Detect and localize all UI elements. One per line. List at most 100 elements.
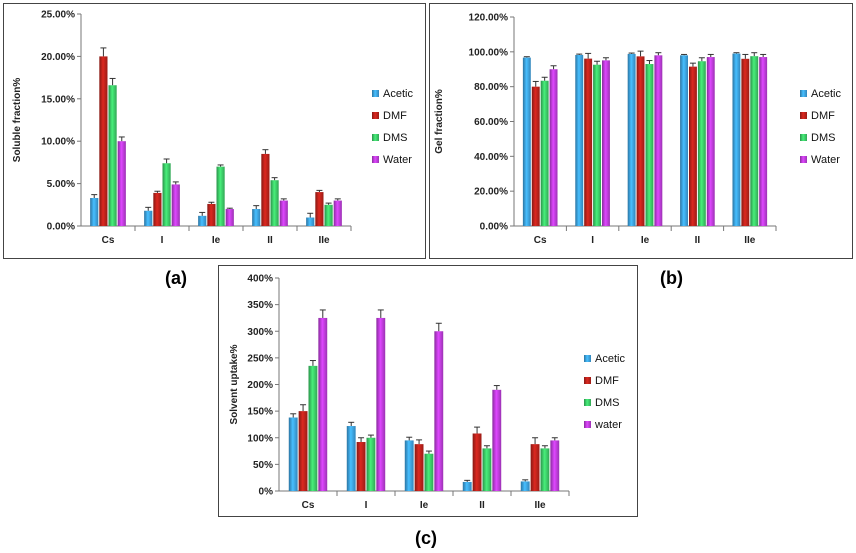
bar-dms-cs bbox=[308, 365, 318, 491]
bar-acetic-ie bbox=[404, 440, 414, 491]
bar-dms-ii bbox=[697, 61, 706, 226]
bar-water-cs bbox=[549, 69, 558, 226]
x-tick-label: IIe bbox=[744, 235, 756, 246]
y-tick-label: 80.00% bbox=[474, 82, 508, 93]
bar-dms-ii bbox=[270, 180, 279, 226]
bar-acetic-ii bbox=[252, 209, 261, 226]
bar-water-ii bbox=[492, 389, 502, 491]
bar-dmf-ii bbox=[688, 66, 697, 226]
legend-swatch-acetic bbox=[584, 355, 591, 362]
y-tick-label: 250% bbox=[247, 353, 273, 364]
bar-water-i bbox=[602, 60, 610, 227]
bar-dms-iie bbox=[540, 448, 550, 491]
legend-swatch-water bbox=[372, 156, 379, 163]
chart-panel-a: 0.00% 5.00% 10.00% 15.00% 20.00% 25.00% Solubl… bbox=[3, 3, 426, 259]
legend-label-water: water bbox=[594, 419, 622, 431]
legend-label-dmf: DMF bbox=[595, 375, 619, 387]
y-tick-label: 300% bbox=[247, 327, 273, 338]
legend-label-dms: DMS bbox=[811, 132, 835, 144]
bar-dmf-iie bbox=[315, 192, 324, 226]
y-tick-label: 5.00% bbox=[47, 179, 75, 190]
y-tick-label: 15.00% bbox=[41, 94, 75, 105]
bar-acetic-cs bbox=[90, 198, 99, 226]
y-tick-label: 0.00% bbox=[47, 222, 75, 233]
y-axis-label: Solvent uptake% bbox=[229, 344, 240, 424]
bar-acetic-ii bbox=[462, 481, 472, 491]
bar-water-i bbox=[171, 184, 180, 226]
caption-c: (c) bbox=[415, 528, 437, 548]
bar-dms-cs bbox=[540, 80, 549, 227]
bar-acetic-iie bbox=[732, 53, 741, 227]
chart-a-svg: 0.00% 5.00% 10.00% 15.00% 20.00% 25.00% Solubl… bbox=[12, 10, 413, 247]
bar-dmf-iie bbox=[741, 58, 750, 226]
legend-label-dms: DMS bbox=[383, 132, 407, 144]
bar-acetic-cs bbox=[288, 417, 298, 491]
bar-dms-ie bbox=[216, 166, 225, 226]
bar-dmf-cs bbox=[531, 86, 540, 227]
chart-panel-b: 0.00% 20.00% 40.00% 60.00% 80.00% 100.00% 120.… bbox=[429, 3, 853, 259]
y-tick-label: 200% bbox=[247, 380, 273, 391]
bar-dmf-ie bbox=[207, 203, 216, 226]
bar-dmf-ie bbox=[414, 444, 424, 491]
bar-dms-iie bbox=[324, 204, 333, 226]
bar-water-cs bbox=[318, 317, 328, 491]
x-tick-label: II bbox=[479, 500, 485, 511]
bar-acetic-iie bbox=[306, 217, 315, 226]
legend-swatch-dmf bbox=[584, 377, 591, 384]
legend-swatch-dms bbox=[800, 134, 807, 141]
y-tick-label: 25.00% bbox=[41, 10, 75, 21]
bar-water-ie bbox=[434, 331, 444, 491]
bar-acetic-iie bbox=[520, 481, 530, 491]
y-tick-label: 100.00% bbox=[469, 47, 509, 58]
bar-dmf-cs bbox=[298, 411, 308, 491]
bar-dms-ii bbox=[482, 448, 492, 491]
legend-swatch-dmf bbox=[800, 112, 807, 119]
bar-water-iie bbox=[550, 440, 560, 491]
legend-swatch-water bbox=[800, 156, 807, 163]
y-tick-label: 400% bbox=[247, 274, 273, 285]
legend-swatch-acetic bbox=[800, 90, 807, 97]
chart-c-svg: 0% 50% 100% 150% 200% 250% 300% 350% 400% Solvent… bbox=[229, 274, 625, 512]
x-tick-label: Cs bbox=[102, 235, 115, 246]
legend-swatch-dmf bbox=[372, 112, 379, 119]
legend-label-dms: DMS bbox=[595, 397, 619, 409]
bar-dms-i bbox=[366, 437, 376, 491]
x-tick-label: I bbox=[161, 235, 164, 246]
bar-acetic-cs bbox=[522, 57, 531, 226]
bar-water-i bbox=[376, 317, 386, 491]
chart-b-svg: 0.00% 20.00% 40.00% 60.00% 80.00% 100.00% 120.… bbox=[434, 13, 841, 247]
legend-swatch-acetic bbox=[372, 90, 379, 97]
x-tick-label: Cs bbox=[302, 500, 315, 511]
legend-label-water: Water bbox=[383, 154, 412, 166]
x-tick-label: Ie bbox=[641, 235, 650, 246]
x-tick-label: Ie bbox=[420, 500, 429, 511]
bar-dmf-ii bbox=[261, 153, 270, 226]
caption-b: (b) bbox=[660, 268, 683, 288]
legend-swatch-water bbox=[584, 421, 591, 428]
x-tick-label: Ie bbox=[212, 235, 221, 246]
y-tick-label: 60.00% bbox=[474, 117, 508, 128]
bar-acetic-ie bbox=[627, 53, 636, 226]
y-axis-label: Soluble fraction% bbox=[12, 78, 23, 163]
legend-label-acetic: Acetic bbox=[811, 88, 841, 100]
bar-dmf-i bbox=[584, 58, 593, 227]
bar-dms-iie bbox=[750, 56, 759, 226]
bar-water-iie bbox=[759, 57, 768, 226]
bar-dms-ie bbox=[424, 453, 434, 491]
chart-panel-c: 0% 50% 100% 150% 200% 250% 300% 350% 400% Solvent… bbox=[218, 265, 638, 517]
y-axis-label: Gel fraction% bbox=[434, 89, 445, 154]
bar-water-ie bbox=[225, 209, 234, 226]
caption-a: (a) bbox=[165, 268, 187, 288]
x-tick-label: I bbox=[591, 235, 594, 246]
x-tick-label: IIe bbox=[534, 500, 546, 511]
bar-acetic-i bbox=[144, 210, 153, 226]
x-tick-label: II bbox=[267, 235, 273, 246]
bar-dmf-i bbox=[356, 442, 366, 491]
bar-water-ie bbox=[654, 55, 663, 226]
bar-acetic-i bbox=[575, 54, 584, 226]
legend-label-acetic: Acetic bbox=[595, 353, 625, 365]
y-tick-label: 150% bbox=[247, 407, 273, 418]
legend-swatch-dms bbox=[372, 134, 379, 141]
bar-acetic-i bbox=[346, 426, 356, 491]
y-tick-label: 0.00% bbox=[480, 222, 508, 233]
